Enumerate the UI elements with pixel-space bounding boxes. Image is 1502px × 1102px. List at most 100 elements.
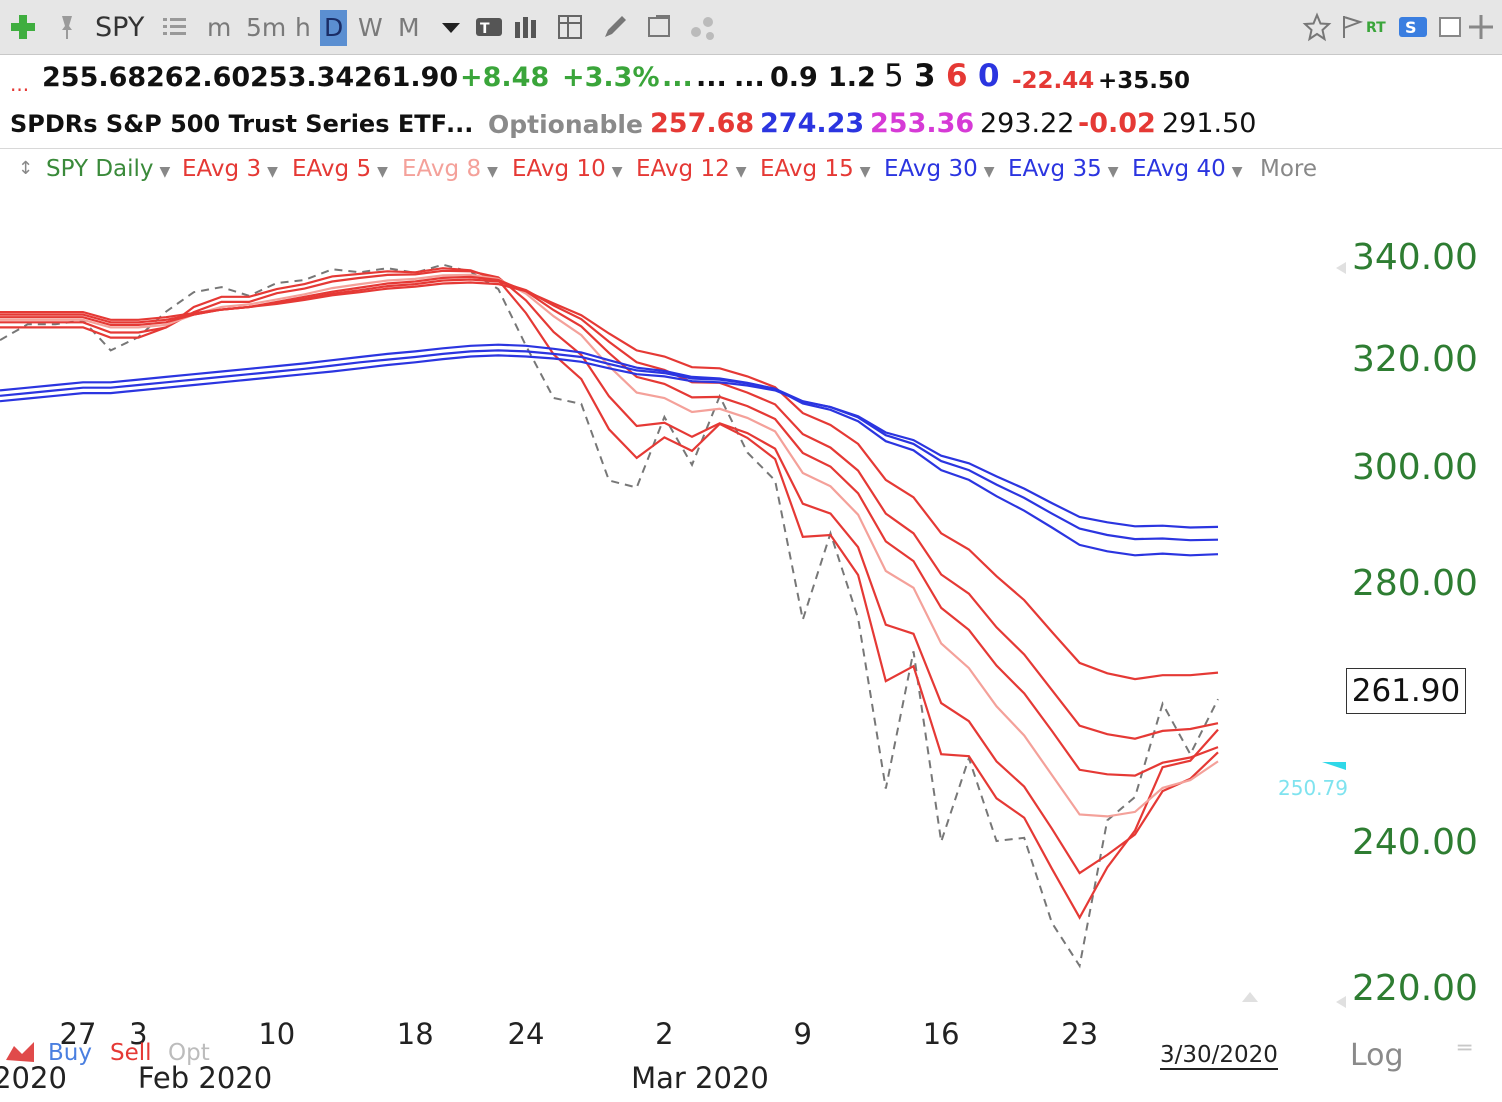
table-icon[interactable] xyxy=(556,12,586,42)
legend-item-eavg-5[interactable]: EAvg 5 ▼ xyxy=(292,156,388,182)
quote-close: 261.90 xyxy=(354,62,459,93)
log-toggle[interactable]: Log xyxy=(1350,1038,1404,1073)
quote-v8: +35.50 xyxy=(1098,68,1191,94)
axis-markers xyxy=(1242,262,1346,1008)
month-label: Feb 2020 xyxy=(138,1061,272,1095)
rt-label[interactable]: RT xyxy=(1366,20,1386,36)
quote-change: +8.48 xyxy=(460,62,550,93)
notes-icon[interactable] xyxy=(644,12,674,42)
add-icon[interactable] xyxy=(8,12,38,42)
window-icon[interactable] xyxy=(1436,12,1466,42)
legend-item-eavg-12[interactable]: EAvg 12 ▼ xyxy=(636,156,747,182)
text-tool-icon[interactable]: T xyxy=(474,12,504,42)
more-button[interactable]: More xyxy=(1260,156,1318,182)
legend-item-eavg-8[interactable]: EAvg 8 ▼ xyxy=(402,156,498,182)
x-tick-label: 10 xyxy=(258,1017,295,1051)
star-icon[interactable] xyxy=(1302,12,1332,42)
legend-item-label: EAvg 3 xyxy=(182,156,262,182)
series-line-spy-daily xyxy=(0,263,1219,969)
series-line-eavg-8 xyxy=(0,273,1219,818)
legend-item-eavg-35[interactable]: EAvg 35 ▼ xyxy=(1008,156,1119,182)
pencil-icon[interactable] xyxy=(600,12,630,42)
optionable-label: Optionable xyxy=(488,110,643,139)
legend-item-label: EAvg 35 xyxy=(1008,156,1102,182)
chevron-down-icon: ▼ xyxy=(1107,164,1119,180)
scroll-marker-top xyxy=(1336,262,1346,274)
symbol-label[interactable]: SPY xyxy=(95,12,145,43)
flag-icon[interactable] xyxy=(1338,12,1368,42)
quote-dots-3: ... xyxy=(734,62,765,93)
cursor-date: 3/30/2020 xyxy=(1160,1042,1278,1070)
quote-p2: 274.23 xyxy=(760,108,865,139)
legend-item-label: EAvg 8 xyxy=(402,156,482,182)
y-tick-label: 280.00 xyxy=(1352,563,1478,604)
legend-item-eavg-30[interactable]: EAvg 30 ▼ xyxy=(884,156,995,182)
chevron-down-icon: ▼ xyxy=(1231,164,1243,180)
legend-handle-icon[interactable]: ↕ xyxy=(18,158,34,179)
series-line-eavg-30 xyxy=(0,343,1219,557)
series-line-eavg-12 xyxy=(0,278,1219,740)
bottom-bar: Buy Sell Opt 3/30/2020 Log ═ xyxy=(0,1036,1502,1102)
quote-change-pct: +3.3% xyxy=(562,62,660,93)
y-tick-label: 240.00 xyxy=(1352,822,1478,863)
quote-v2: 1.2 xyxy=(828,62,876,93)
pin-icon[interactable] xyxy=(52,12,82,42)
legend-item-eavg-10[interactable]: EAvg 10 ▼ xyxy=(512,156,623,182)
interval-m[interactable]: m xyxy=(207,13,232,42)
month-label: 2020 xyxy=(0,1061,67,1095)
study-legend: ↕ SPY Daily ▼ EAvg 3 ▼ EAvg 5 ▼ EAvg 8 ▼ EAv… xyxy=(0,150,1502,190)
security-name: SPDRs S&P 500 Trust Series ETF xyxy=(10,110,448,138)
chevron-down-icon: ▼ xyxy=(159,164,171,180)
legend-item-eavg-40[interactable]: EAvg 40 ▼ xyxy=(1132,156,1243,182)
collapse-icon[interactable]: ═ xyxy=(1458,1036,1472,1061)
quote-p1: 257.68 xyxy=(650,108,755,139)
quote-dots-2: ... xyxy=(696,62,727,93)
interval-mo[interactable]: M xyxy=(398,13,420,42)
legend-item-label: EAvg 10 xyxy=(512,156,606,182)
sell-button[interactable]: Sell xyxy=(110,1040,152,1066)
interval-h[interactable]: h xyxy=(295,13,311,42)
x-tick-label: 3 xyxy=(129,1017,147,1051)
bar-chart-icon[interactable] xyxy=(512,12,542,42)
toolbar: SPY m 5m h D W M T RT S xyxy=(0,0,1502,55)
series-line-eavg-35 xyxy=(0,349,1219,542)
legend-main-label: SPY Daily xyxy=(46,156,154,182)
interval-d[interactable]: D xyxy=(320,10,348,46)
quote-v5: 6 xyxy=(946,58,968,94)
x-tick-label: 18 xyxy=(397,1017,434,1051)
list-icon[interactable] xyxy=(160,12,190,42)
quote-dots-1: ... xyxy=(662,62,693,93)
quote-p4: 293.22 xyxy=(980,108,1075,139)
buy-button[interactable]: Buy xyxy=(48,1040,92,1066)
y-tick-label: 320.00 xyxy=(1352,339,1478,380)
series-line-eavg-10 xyxy=(0,275,1219,777)
quote-v1: 0.9 xyxy=(770,62,818,93)
s-icon[interactable]: S xyxy=(1398,12,1428,42)
legend-item-label: EAvg 15 xyxy=(760,156,854,182)
interval-5m[interactable]: 5m xyxy=(246,13,287,42)
series-lines xyxy=(0,263,1219,969)
quote-v4: 3 xyxy=(914,58,936,94)
legend-main[interactable]: SPY Daily ▼ xyxy=(46,156,170,182)
interval-w[interactable]: W xyxy=(358,13,383,42)
opt-button[interactable]: Opt xyxy=(168,1040,210,1066)
scroll-marker-bottom xyxy=(1336,996,1346,1008)
quote-row-2: SPDRs S&P 500 Trust Series ETF ... Optio… xyxy=(0,102,1502,149)
dropdown-icon[interactable] xyxy=(436,12,466,42)
x-tick-label: 2 xyxy=(655,1017,673,1051)
series-line-eavg-3 xyxy=(0,267,1219,920)
trade-icon[interactable] xyxy=(4,1040,36,1064)
move-icon[interactable] xyxy=(1466,12,1496,42)
quote-row-1: ... 255.68 262.60 253.34 261.90 +8.48 +3… xyxy=(0,56,1502,102)
legend-item-eavg-15[interactable]: EAvg 15 ▼ xyxy=(760,156,871,182)
scroll-up-arrow-icon[interactable] xyxy=(1242,992,1258,1002)
series-line-eavg-15 xyxy=(0,281,1219,681)
x-tick-label: 24 xyxy=(508,1017,545,1051)
legend-item-eavg-3[interactable]: EAvg 3 ▼ xyxy=(182,156,278,182)
chevron-down-icon: ▼ xyxy=(267,164,278,180)
legend-item-label: EAvg 12 xyxy=(636,156,730,182)
x-tick-label: 27 xyxy=(60,1017,97,1051)
network-icon[interactable] xyxy=(688,12,718,42)
x-tick-label: 9 xyxy=(794,1017,812,1051)
